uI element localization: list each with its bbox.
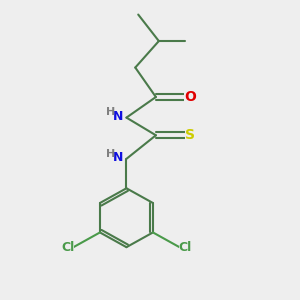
Text: S: S <box>185 128 195 142</box>
Text: Cl: Cl <box>61 241 74 254</box>
Text: Cl: Cl <box>179 241 192 254</box>
Text: N: N <box>113 110 123 123</box>
Text: N: N <box>113 151 123 164</box>
Text: H: H <box>106 107 115 117</box>
Text: H: H <box>106 148 115 158</box>
Text: O: O <box>184 90 196 104</box>
